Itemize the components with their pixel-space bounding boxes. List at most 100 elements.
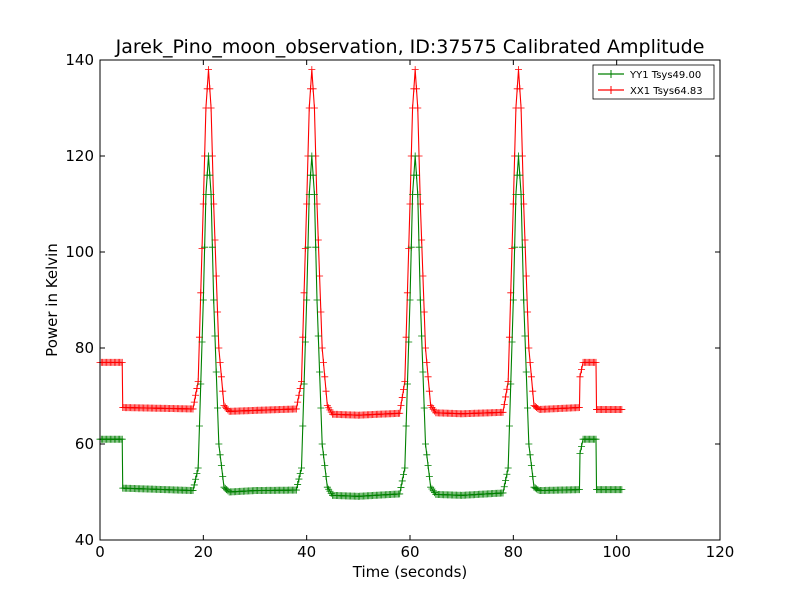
- data-point: [500, 483, 508, 491]
- data-point: [193, 384, 201, 392]
- x-tick-label: 20: [194, 543, 213, 561]
- legend-box: [592, 64, 715, 100]
- data-point: [310, 190, 318, 198]
- data-point: [526, 358, 534, 366]
- data-point: [411, 66, 419, 74]
- data-point: [423, 451, 431, 459]
- data-point: [207, 104, 215, 112]
- data-point: [299, 422, 307, 430]
- y-tick-label: 120: [65, 147, 94, 165]
- data-point: [521, 332, 529, 340]
- data-point: [618, 405, 626, 413]
- data-point: [212, 272, 220, 280]
- data-point: [205, 152, 212, 160]
- data-point: [118, 435, 126, 443]
- data-point: [422, 440, 429, 448]
- data-point: [592, 358, 600, 366]
- data-point: [216, 451, 224, 459]
- data-point: [499, 489, 507, 497]
- data-point: [575, 404, 583, 412]
- data-point: [396, 490, 404, 498]
- data-point: [314, 332, 322, 340]
- data-point: [198, 338, 206, 346]
- data-point: [529, 387, 537, 395]
- data-point: [411, 152, 419, 160]
- series-xx1: [96, 66, 626, 419]
- x-tick-label: 60: [400, 543, 419, 561]
- data-point: [419, 368, 427, 376]
- data-point: [206, 85, 214, 93]
- data-point: [516, 85, 524, 93]
- data-point: [522, 272, 530, 280]
- data-point: [397, 483, 405, 491]
- data-point: [412, 171, 420, 179]
- y-axis: 40 60 80 100 120 140: [65, 51, 720, 549]
- x-tick-label: 120: [706, 543, 735, 561]
- data-point: [207, 190, 215, 198]
- data-point: [520, 296, 528, 304]
- data-point: [517, 190, 525, 198]
- data-point: [308, 152, 316, 160]
- data-point: [578, 366, 586, 374]
- x-tick-label: 100: [602, 543, 631, 561]
- y-tick-label: 80: [75, 339, 94, 357]
- data-point: [215, 344, 223, 352]
- data-point: [298, 464, 305, 472]
- series-layer: [96, 66, 626, 500]
- data-point: [296, 470, 304, 478]
- data-point: [118, 358, 126, 366]
- data-point: [575, 486, 583, 494]
- data-point: [189, 405, 197, 413]
- data-point: [310, 104, 318, 112]
- data-point: [518, 243, 526, 251]
- data-point: [503, 470, 511, 478]
- data-point: [192, 391, 200, 399]
- data-point: [190, 398, 198, 406]
- data-point: [403, 380, 411, 388]
- x-tick-label: 80: [504, 543, 523, 561]
- data-point: [208, 243, 216, 251]
- data-point: [423, 358, 431, 366]
- data-point: [525, 440, 533, 448]
- data-point: [300, 380, 308, 388]
- data-point: [313, 296, 321, 304]
- data-point: [219, 387, 227, 395]
- data-point: [195, 422, 203, 430]
- legend-marker: [607, 86, 615, 94]
- data-point: [406, 296, 414, 304]
- data-point: [211, 332, 219, 340]
- legend-marker: [607, 70, 615, 78]
- legend: YY1 Tsys49.00 XX1 Tsys64.83: [592, 64, 715, 100]
- data-point: [414, 104, 422, 112]
- data-point: [425, 387, 433, 395]
- data-point: [517, 104, 525, 112]
- data-point: [416, 296, 424, 304]
- data-point: [427, 402, 435, 410]
- data-point: [397, 401, 405, 409]
- data-point: [217, 373, 225, 381]
- y-axis-label: Power in Kelvin: [43, 243, 61, 357]
- data-point: [415, 243, 423, 251]
- x-axis: 0 20 40 60 80 100 120: [95, 60, 734, 561]
- data-point: [516, 171, 524, 179]
- data-point: [205, 66, 212, 74]
- data-point: [592, 435, 600, 443]
- data-point: [420, 404, 428, 412]
- data-point: [292, 486, 300, 494]
- data-point: [398, 477, 406, 485]
- data-point: [578, 442, 586, 450]
- data-point: [192, 475, 200, 483]
- data-point: [294, 481, 302, 489]
- data-point: [318, 344, 326, 352]
- data-point: [206, 171, 214, 179]
- data-point: [515, 152, 522, 160]
- data-point: [193, 470, 201, 478]
- data-point: [502, 393, 510, 401]
- data-point: [309, 171, 317, 179]
- x-tick-label: 40: [297, 543, 316, 561]
- data-point: [424, 373, 432, 381]
- data-point: [405, 338, 413, 346]
- data-point: [398, 393, 406, 401]
- data-point: [216, 358, 224, 366]
